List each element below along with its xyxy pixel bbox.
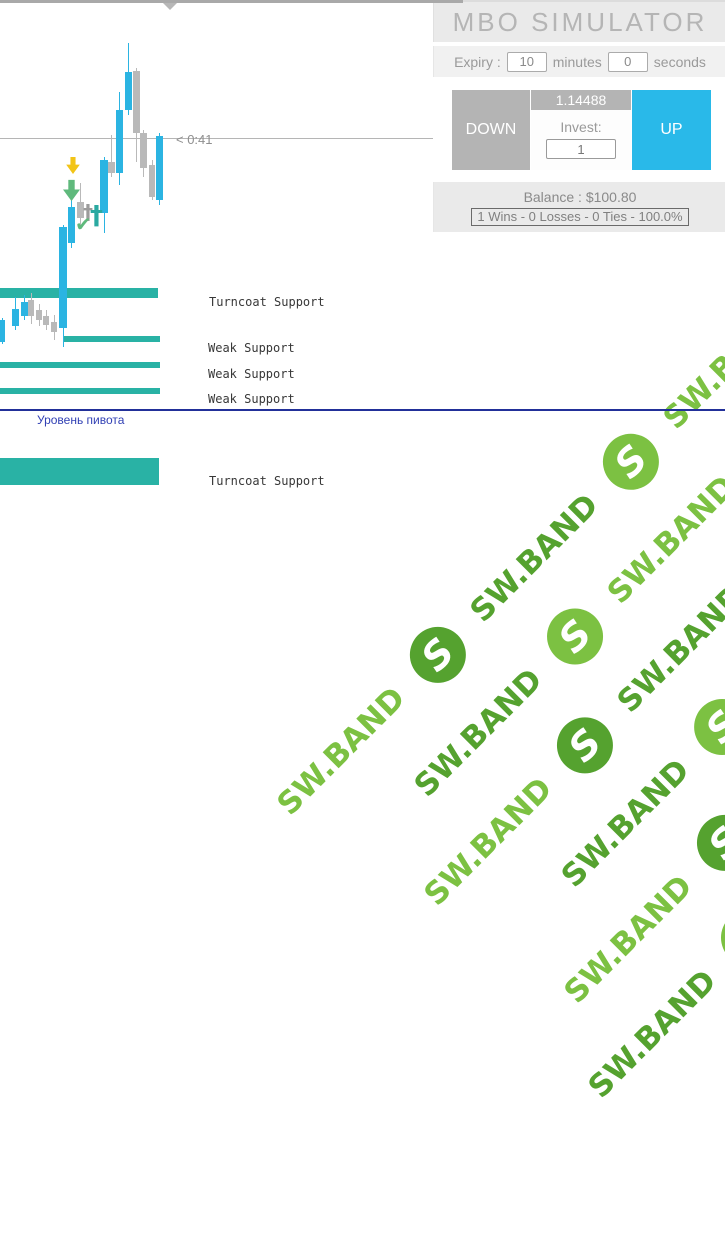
support-bar bbox=[0, 362, 160, 368]
expiry-minutes-unit: minutes bbox=[552, 53, 602, 70]
expiry-seconds-input[interactable] bbox=[607, 51, 648, 72]
support-label: Turncoat Support bbox=[209, 474, 325, 488]
current-price-line bbox=[0, 138, 433, 139]
trade-controls: DOWN 1.14488 Invest: UP bbox=[452, 90, 711, 170]
watermark-logo-icon: S bbox=[685, 803, 725, 883]
support-label: Weak Support bbox=[208, 341, 295, 355]
pivot-level-line bbox=[0, 409, 725, 411]
balance-section: Balance : $100.80 1 Wins - 0 Losses - 0 … bbox=[433, 182, 725, 232]
candle-body bbox=[43, 316, 49, 325]
gray-cross-marker-icon: † bbox=[83, 200, 93, 224]
candle-body bbox=[0, 320, 5, 342]
candle-body bbox=[59, 227, 67, 328]
candle-body bbox=[68, 207, 75, 243]
expiry-section: Expiry : minutes seconds bbox=[433, 46, 725, 77]
green-check-marker-icon: ✔ bbox=[75, 212, 92, 236]
expiry-minutes-input[interactable] bbox=[506, 51, 547, 72]
teal-cross-marker-icon: † bbox=[90, 201, 103, 231]
expiry-seconds-unit: seconds bbox=[653, 53, 706, 70]
simulator-panel: MBO SIMULATOR Expiry : minutes seconds D… bbox=[433, 0, 725, 662]
panel-top-track bbox=[463, 0, 725, 2]
support-bar bbox=[0, 458, 159, 485]
support-label: Weak Support bbox=[208, 392, 295, 406]
candle-body bbox=[51, 322, 57, 332]
panel-title-section: MBO SIMULATOR bbox=[433, 2, 725, 42]
candle-body bbox=[140, 133, 147, 168]
candle-body bbox=[36, 310, 42, 320]
invest-column: 1.14488 Invest: bbox=[531, 90, 631, 170]
up-button[interactable]: UP bbox=[632, 90, 711, 170]
candle-body bbox=[12, 309, 19, 326]
support-bar bbox=[0, 388, 160, 394]
support-label: Weak Support bbox=[208, 367, 295, 381]
candle-body bbox=[116, 110, 123, 173]
support-label: Turncoat Support bbox=[209, 295, 325, 309]
candle-body bbox=[156, 136, 163, 200]
candle-body bbox=[21, 302, 28, 316]
expiry-countdown-label: < 0:41 bbox=[176, 132, 213, 147]
invest-amount-input[interactable] bbox=[546, 139, 616, 159]
candlestick-chart: < 0:41 Turncoat Support Weak Support Weak … bbox=[0, 0, 433, 662]
green-signal-arrow-icon bbox=[63, 179, 80, 205]
current-price-display: 1.14488 bbox=[531, 90, 631, 110]
watermark-logo-icon: S bbox=[682, 687, 725, 767]
candle-body bbox=[108, 162, 115, 173]
chart-scroll-handle-icon[interactable] bbox=[163, 3, 177, 10]
down-button[interactable]: DOWN bbox=[452, 90, 530, 170]
candle-body bbox=[133, 71, 140, 133]
support-bar bbox=[63, 336, 160, 342]
app-title: MBO SIMULATOR bbox=[452, 6, 708, 37]
win-loss-stats: 1 Wins - 0 Losses - 0 Ties - 100.0% bbox=[471, 208, 689, 226]
chart-top-track bbox=[0, 0, 463, 3]
watermark-logo-icon: S bbox=[545, 705, 625, 785]
support-bar bbox=[0, 288, 158, 298]
candle-body bbox=[77, 202, 84, 218]
yellow-signal-arrow-icon bbox=[66, 157, 80, 177]
candle-body bbox=[28, 300, 34, 316]
expiry-label: Expiry : bbox=[454, 53, 501, 70]
candle-wick bbox=[111, 135, 112, 177]
candle-body bbox=[149, 165, 155, 197]
invest-label: Invest: bbox=[560, 119, 602, 135]
candle-body bbox=[125, 72, 132, 110]
candle-body bbox=[100, 160, 108, 213]
pivot-level-label: Уровень пивота bbox=[37, 413, 125, 427]
balance-label: Balance : $100.80 bbox=[523, 189, 637, 205]
